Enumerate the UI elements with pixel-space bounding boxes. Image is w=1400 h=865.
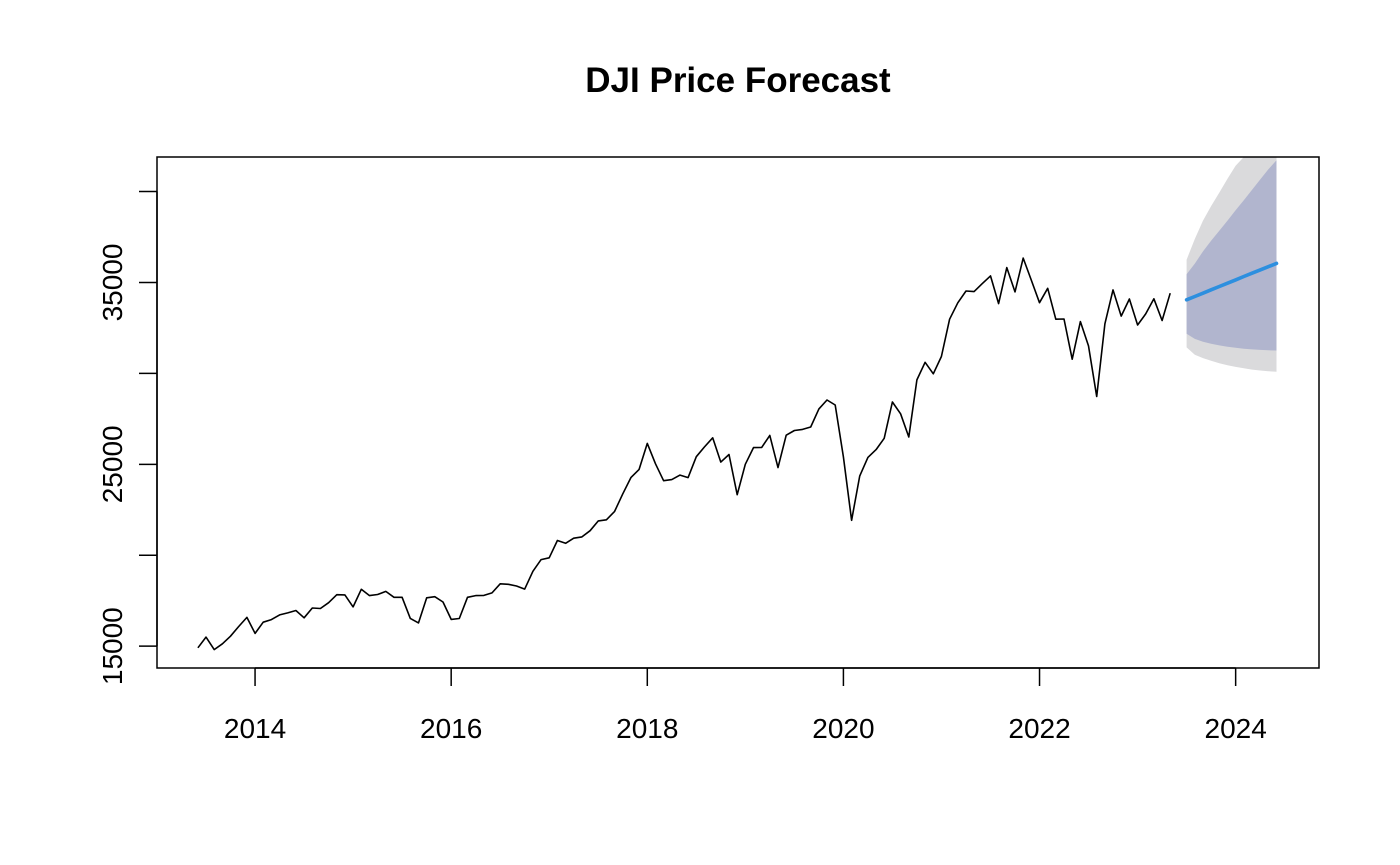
x-axis: 2014 2016 2018 2020 2022 2024 [224, 667, 1267, 744]
x-tick-label: 2022 [1008, 713, 1070, 744]
plot-frame [156, 156, 1320, 669]
forecast-intervals [1186, 157, 1277, 372]
history-line [197, 257, 1171, 651]
x-tick-label: 2020 [812, 713, 874, 744]
y-tick-label: 35000 [97, 244, 128, 322]
x-tick-label: 2016 [420, 713, 482, 744]
forecast-series [1184, 261, 1279, 302]
x-tick-label: 2024 [1205, 713, 1267, 744]
history-series [197, 257, 1171, 651]
chart-title: DJI Price Forecast [585, 61, 891, 100]
y-tick-label: 15000 [97, 607, 128, 685]
interval-80-band [1186, 160, 1277, 351]
x-tick-label: 2014 [224, 713, 286, 744]
forecast-mean-line [1184, 261, 1279, 302]
y-axis: 15000 25000 35000 [97, 190, 158, 685]
y-tick-label: 25000 [97, 425, 128, 503]
x-tick-label: 2018 [616, 713, 678, 744]
